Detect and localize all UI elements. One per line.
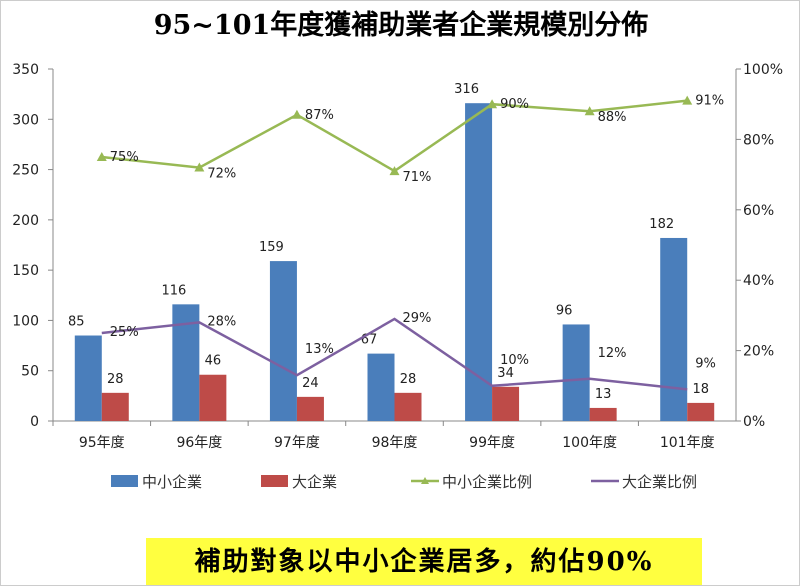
legend-swatch [111,475,138,487]
legend-label: 中小企業 [142,473,202,491]
left-tick-label: 150 [12,263,39,279]
line-marker [291,109,302,119]
line-marker [682,95,693,105]
bar-large [687,402,715,421]
line-data-label: 71% [403,170,432,185]
left-tick-label: 0 [30,414,39,430]
right-tick-label: 0% [743,414,765,430]
line-marker [487,99,498,109]
legend-label: 大企業 [292,473,337,491]
bar-data-label: 13 [595,387,612,402]
line-data-label: 91% [695,94,724,109]
left-tick-label: 300 [12,112,39,128]
bar-data-label: 96 [556,303,573,318]
line-marker [96,152,107,161]
bar-data-label: 18 [692,382,709,397]
x-tick-label: 100年度 [562,435,617,451]
legend-marker [421,477,429,484]
legend-label: 大企業比例 [622,473,697,491]
x-tick-label: 101年度 [660,435,715,451]
line-data-label: 9% [695,356,716,371]
left-tick-label: 200 [12,213,39,229]
line-data-label: 28% [207,314,236,329]
x-tick-label: 95年度 [79,435,125,451]
left-tick-label: 250 [12,163,39,179]
bar-large [492,386,520,421]
bar-data-label: 46 [205,354,222,369]
bar-sme [562,324,590,421]
bar-large [589,407,617,421]
line-data-label: 10% [500,353,529,368]
bar-large [296,396,324,421]
line-data-label: 12% [598,346,627,361]
line-data-label: 25% [110,325,139,340]
bar-data-label: 24 [302,376,319,391]
bar-sme [269,261,297,421]
bar-sme [465,103,493,422]
line-data-label: 72% [207,167,236,182]
chart-title: 95~101年度獲補助業者企業規模別分佈 [153,10,649,41]
bar-data-label: 28 [107,372,124,387]
line-data-label: 75% [110,150,139,165]
line-data-label: 88% [598,110,627,125]
line-large-ratio [101,317,688,391]
right-tick-label: 20% [743,344,774,360]
line-data-label: 29% [403,311,432,326]
right-tick-label: 80% [743,132,774,148]
bar-data-label: 316 [454,82,479,97]
bar-data-label: 116 [161,283,186,298]
x-tick-label: 96年度 [176,435,222,451]
right-tick-label: 60% [743,203,774,219]
x-tick-label: 97年度 [274,435,320,451]
left-tick-label: 100 [12,313,39,329]
left-tick-label: 50 [21,364,39,380]
line-data-label: 13% [305,342,334,357]
bar-sme [74,335,102,421]
line-data-label: 87% [305,108,334,123]
left-tick-label: 350 [12,62,39,78]
line-marker [584,106,595,116]
bar-large [394,392,422,421]
line-marker [389,166,400,176]
x-tick-label: 99年度 [469,435,515,451]
legend-label: 中小企業比例 [442,473,532,491]
bar-data-label: 34 [497,366,514,381]
bar-large [101,392,129,421]
bar-data-label: 182 [649,217,674,232]
right-tick-label: 40% [743,273,774,289]
bar-data-label: 85 [68,315,85,330]
x-tick-label: 98年度 [372,435,418,451]
bar-sme [660,237,688,421]
legend-swatch [261,475,288,487]
bar-data-label: 159 [259,240,284,255]
right-tick-label: 100% [743,62,783,78]
bar-data-label: 28 [400,372,417,387]
line-data-label: 90% [500,97,529,112]
line-marker [194,162,205,172]
bar-large [199,374,227,421]
caption-banner: 補助對象以中小企業居多，約佔90% [146,538,702,585]
bar-sme [367,353,395,421]
